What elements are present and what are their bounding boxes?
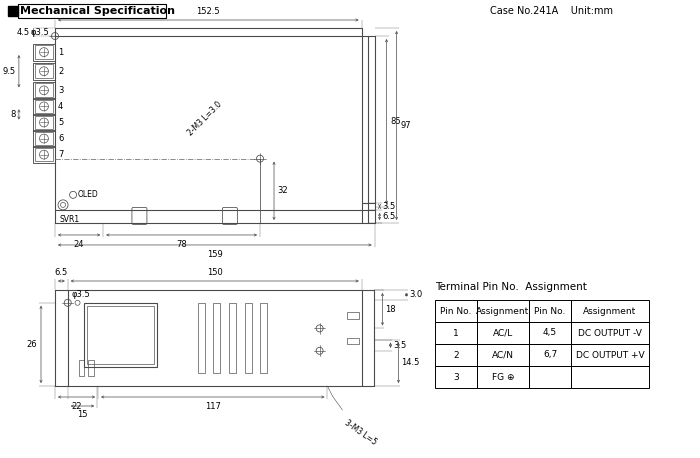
Bar: [33, 82, 55, 99]
Text: 4,5: 4,5: [543, 328, 557, 338]
Text: 14.5: 14.5: [402, 358, 420, 367]
Text: Case No.241A    Unit:mm: Case No.241A Unit:mm: [490, 6, 613, 16]
Bar: [33, 130, 55, 147]
Text: 6.5: 6.5: [383, 212, 395, 221]
Text: 3.5: 3.5: [383, 202, 395, 211]
Text: 8: 8: [10, 110, 16, 119]
Text: 152.5: 152.5: [197, 7, 220, 16]
Bar: [33, 98, 55, 115]
Text: 22: 22: [71, 402, 82, 411]
Bar: [88, 360, 95, 376]
Text: SVR1: SVR1: [59, 215, 79, 224]
Text: 159: 159: [207, 250, 223, 259]
Bar: [435, 344, 477, 366]
Bar: [35, 148, 53, 162]
Bar: [85, 303, 157, 367]
Text: 3: 3: [453, 372, 459, 382]
Bar: [229, 303, 236, 373]
Bar: [88, 306, 154, 364]
Text: 4.5: 4.5: [17, 27, 30, 37]
Bar: [529, 300, 571, 322]
Bar: [435, 322, 477, 344]
Bar: [529, 322, 571, 344]
Text: 1: 1: [58, 48, 63, 57]
Bar: [33, 146, 55, 163]
Bar: [35, 45, 53, 59]
Bar: [347, 338, 359, 344]
Text: 3-M3 L=5: 3-M3 L=5: [342, 418, 378, 447]
Text: 18: 18: [386, 305, 396, 314]
Text: 9.5: 9.5: [3, 67, 16, 76]
Text: 32: 32: [277, 186, 288, 195]
Bar: [35, 83, 53, 97]
Text: Mechanical Specification: Mechanical Specification: [20, 6, 175, 16]
Text: Terminal Pin No.  Assignment: Terminal Pin No. Assignment: [435, 282, 587, 292]
Text: 3: 3: [58, 86, 64, 95]
Bar: [33, 63, 55, 80]
Text: Pin No.: Pin No.: [440, 306, 472, 316]
Text: 15: 15: [77, 410, 88, 419]
Text: 6.5: 6.5: [55, 268, 68, 277]
Text: 6,7: 6,7: [543, 350, 557, 360]
Bar: [477, 344, 529, 366]
Bar: [245, 303, 252, 373]
Text: Pin No.: Pin No.: [534, 306, 566, 316]
Bar: [571, 344, 649, 366]
Text: 6: 6: [58, 134, 64, 143]
Text: 24: 24: [74, 240, 85, 249]
Bar: [35, 115, 53, 129]
Bar: [260, 303, 267, 373]
Text: φ3.5: φ3.5: [30, 27, 49, 37]
Text: 2: 2: [453, 350, 459, 360]
Bar: [477, 366, 529, 388]
Bar: [477, 322, 529, 344]
Text: FG ⊕: FG ⊕: [491, 372, 514, 382]
Text: AC/N: AC/N: [492, 350, 514, 360]
Bar: [18, 4, 166, 18]
Text: 150: 150: [207, 268, 223, 277]
Text: Assignment: Assignment: [583, 306, 636, 316]
Text: 78: 78: [176, 240, 187, 249]
Bar: [78, 360, 85, 376]
Text: 3.5: 3.5: [393, 341, 407, 350]
Bar: [8, 6, 18, 16]
Bar: [477, 300, 529, 322]
Text: DC OUTPUT +V: DC OUTPUT +V: [575, 350, 644, 360]
Bar: [33, 114, 55, 131]
Text: φ3.5: φ3.5: [71, 290, 90, 299]
Bar: [571, 300, 649, 322]
Bar: [435, 366, 477, 388]
Bar: [35, 132, 53, 145]
Text: 3.0: 3.0: [410, 290, 423, 299]
Bar: [33, 44, 55, 60]
Text: AC/L: AC/L: [493, 328, 513, 338]
Text: 2: 2: [58, 67, 63, 76]
Bar: [571, 322, 649, 344]
Text: 117: 117: [205, 402, 220, 411]
Bar: [529, 366, 571, 388]
Bar: [197, 303, 204, 373]
Text: 7: 7: [58, 150, 64, 159]
Bar: [347, 312, 359, 319]
Text: Assignment: Assignment: [477, 306, 530, 316]
Bar: [35, 99, 53, 113]
Text: DC OUTPUT -V: DC OUTPUT -V: [578, 328, 642, 338]
Bar: [529, 344, 571, 366]
Bar: [214, 303, 220, 373]
Text: 26: 26: [27, 340, 37, 349]
Bar: [571, 366, 649, 388]
Text: 1: 1: [453, 328, 459, 338]
Bar: [435, 300, 477, 322]
Text: 4: 4: [58, 102, 63, 111]
Text: 85: 85: [391, 117, 401, 126]
Text: 97: 97: [400, 121, 411, 130]
Text: OLED: OLED: [78, 191, 99, 199]
Text: 5: 5: [58, 118, 63, 127]
Bar: [35, 65, 53, 78]
Text: 2-M3 L=3.0: 2-M3 L=3.0: [186, 100, 223, 137]
